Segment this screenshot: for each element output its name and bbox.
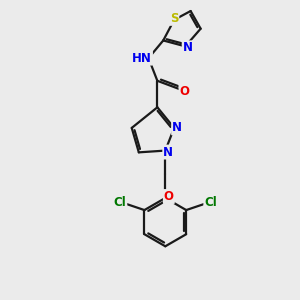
Text: HN: HN (132, 52, 152, 64)
Text: Cl: Cl (114, 196, 126, 208)
Text: Cl: Cl (204, 196, 217, 208)
Text: S: S (170, 12, 178, 25)
Text: N: N (183, 41, 193, 54)
Text: O: O (164, 190, 174, 203)
Text: N: N (163, 146, 173, 159)
Text: O: O (179, 85, 190, 98)
Text: N: N (172, 122, 182, 134)
